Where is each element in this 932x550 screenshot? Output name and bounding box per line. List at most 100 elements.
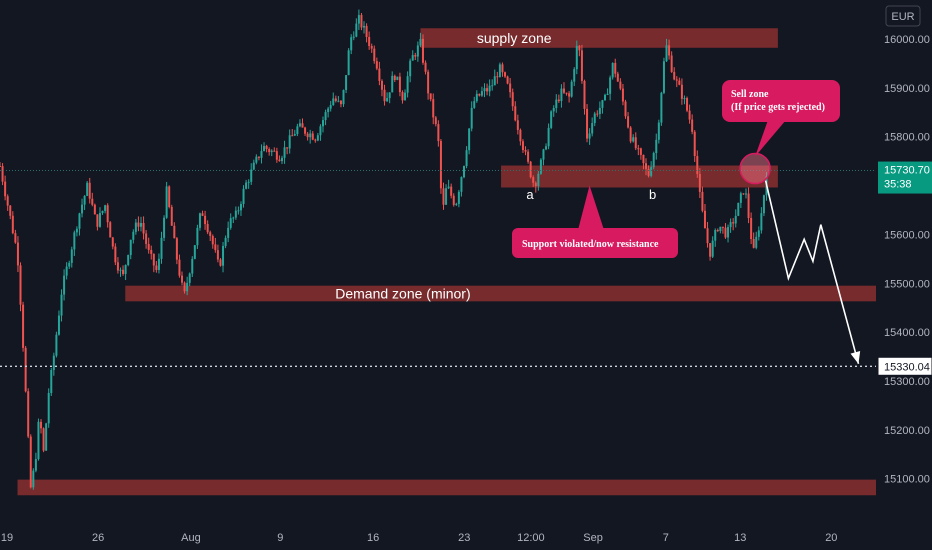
y-tick-label: 15900.00	[884, 83, 930, 95]
candle-body	[332, 98, 335, 106]
candle-body	[486, 88, 489, 92]
candle-body	[170, 206, 173, 226]
candle-body	[373, 48, 376, 62]
candle-body	[40, 421, 43, 429]
candle-body	[278, 159, 281, 162]
candle-body	[383, 89, 386, 102]
candle-body	[219, 259, 222, 266]
candle-body	[191, 258, 194, 274]
candle-body	[470, 107, 473, 129]
candle-body	[188, 273, 191, 283]
y-tick-label: 15600.00	[884, 229, 930, 241]
candle-body	[265, 145, 268, 149]
candle-body	[547, 127, 550, 147]
candle-body	[609, 77, 612, 94]
y-tick-label: 15100.00	[884, 474, 930, 486]
candle-body	[293, 134, 296, 136]
candle-body	[9, 205, 12, 216]
candle-body	[709, 243, 712, 257]
x-tick-label: 20	[825, 532, 837, 544]
candle-body	[324, 112, 327, 121]
candle-body	[4, 181, 7, 197]
candles-layer	[0, 9, 768, 490]
zone-label-0: supply zone	[477, 30, 552, 46]
candle-body	[680, 84, 683, 99]
candle-body	[239, 204, 242, 211]
candle-body	[252, 162, 255, 170]
candle-body	[245, 182, 248, 189]
candle-body	[339, 100, 342, 105]
candle-body	[580, 50, 583, 81]
candle-body	[475, 93, 478, 102]
candle-body	[275, 151, 278, 160]
candle-body	[45, 423, 48, 451]
candle-body	[437, 124, 440, 142]
candle-body	[206, 224, 209, 233]
candle-body	[445, 188, 448, 205]
candle-body	[742, 193, 745, 195]
candle-body	[578, 45, 581, 51]
candle-body	[596, 113, 599, 115]
x-tick-label: Sep	[583, 532, 603, 544]
candle-body	[750, 218, 753, 240]
candle-body	[416, 45, 419, 57]
candle-body	[142, 223, 145, 234]
candle-body	[42, 428, 45, 451]
candle-body	[347, 50, 350, 76]
candle-body	[350, 37, 353, 51]
y-tick-label: 15200.00	[884, 425, 930, 437]
candle-body	[665, 45, 668, 62]
candle-body	[414, 55, 417, 57]
candle-body	[455, 203, 458, 205]
candle-body	[668, 45, 671, 56]
candle-body	[186, 282, 189, 292]
candle-body	[693, 131, 696, 157]
price-axis[interactable]: 16000.00 15900.00 15800.00 15600.00 15500.00…	[884, 34, 930, 486]
x-tick-label: 16	[367, 532, 379, 544]
y-tick-label: 15300.00	[884, 376, 930, 388]
candle-body	[388, 92, 391, 99]
x-tick-label: 23	[458, 532, 470, 544]
x-tick-label: Aug	[181, 532, 201, 544]
candle-body	[621, 88, 624, 102]
candle-body	[232, 217, 235, 219]
candle-body	[1, 166, 4, 182]
candle-body	[493, 76, 496, 86]
x-tick-label: 12:00	[517, 532, 545, 544]
candle-body	[429, 93, 432, 100]
candle-body	[152, 253, 155, 266]
candle-body	[104, 205, 107, 211]
candle-body	[101, 210, 104, 214]
candle-body	[88, 182, 91, 199]
candle-body	[611, 62, 614, 78]
candle-body	[688, 110, 691, 120]
candle-body	[537, 173, 540, 187]
support-callout-pointer	[578, 185, 604, 230]
candle-body	[391, 75, 394, 93]
candle-body	[257, 156, 260, 158]
candle-body	[60, 294, 63, 316]
candle-body	[114, 246, 117, 263]
candle-body	[450, 186, 453, 196]
candle-body	[247, 181, 250, 183]
candle-body	[193, 245, 196, 259]
candle-body	[78, 213, 81, 229]
candle-body	[139, 223, 142, 227]
candle-body	[473, 101, 476, 108]
candle-body	[201, 213, 204, 216]
candle-body	[457, 191, 460, 204]
candle-body	[329, 105, 332, 109]
zone-3	[17, 479, 876, 496]
time-axis[interactable]: 19 26 Aug 9 16 23 12:00 Sep 7 13 20	[1, 532, 838, 544]
candle-body	[614, 62, 617, 74]
candle-body	[588, 133, 591, 139]
candle-body	[698, 173, 701, 192]
candle-body	[198, 213, 201, 228]
candle-body	[111, 237, 114, 247]
candle-body	[106, 205, 109, 223]
currency-badge[interactable]: EUR	[885, 5, 921, 27]
candle-body	[419, 38, 422, 46]
candle-body	[83, 195, 86, 205]
zone-2	[125, 285, 876, 302]
